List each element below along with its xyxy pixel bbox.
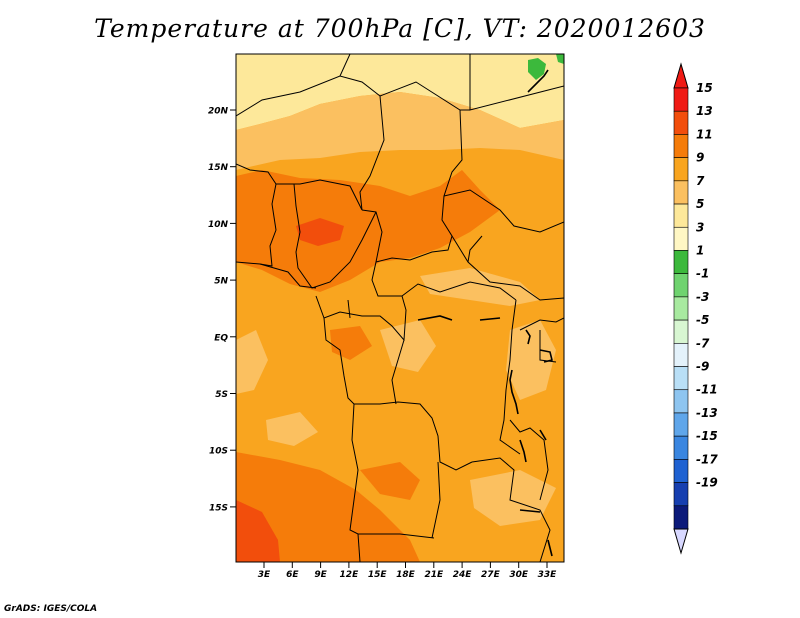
colorbar-segment (673, 412, 689, 437)
colorbar-label: -13 (696, 406, 718, 420)
lakes (417, 69, 553, 557)
colorbar-label: 13 (696, 104, 713, 118)
colorbar-segment (673, 250, 689, 274)
colorbar-label: -15 (696, 429, 718, 443)
latitude-axis: 20N 15N 10N 5N EQ 5S 10S 15S (208, 107, 236, 513)
colorbar-label: 15 (696, 81, 713, 95)
lat-label: 5N (214, 277, 228, 287)
field-red-orange-nigeria (296, 218, 344, 246)
colorbar-label: -17 (696, 452, 718, 466)
colorbar-segment (673, 505, 689, 530)
lat-label: EQ (214, 333, 228, 343)
lon-label: 24E (453, 570, 473, 580)
lat-label: 15S (209, 503, 228, 513)
lat-label: 10N (208, 220, 229, 230)
colorbar-segment (673, 389, 689, 414)
colorbar-label: 11 (696, 127, 713, 141)
field-light-orange-north (236, 92, 564, 170)
colorbar-label: -9 (696, 360, 709, 374)
field-light-orange-patch-3 (506, 320, 556, 400)
grads-credit: GrADS: IGES/COLA (4, 604, 98, 614)
colorbar-label: 1 (696, 243, 704, 257)
lon-label: 18E (396, 570, 416, 580)
colorbar-segment (673, 366, 689, 391)
colorbar-segment (673, 459, 689, 483)
field-light-orange-patch-5 (266, 412, 318, 446)
field-green-spot-2 (556, 54, 564, 64)
field-red-orange-southwest (236, 500, 280, 562)
lat-label: 15N (208, 163, 229, 173)
colorbar-segment (673, 273, 689, 298)
colorbar-label: -19 (696, 476, 718, 490)
colorbar-label: 9 (696, 151, 704, 165)
colorbar-label: 7 (696, 174, 705, 188)
colorbar-segment (673, 110, 689, 135)
colorbar-segment (673, 226, 689, 251)
field-light-orange-patch-4 (236, 330, 268, 394)
colorbar-label: -11 (696, 383, 718, 397)
colorbar-label: 3 (696, 220, 704, 234)
lon-label: 21E (424, 570, 444, 580)
page-title: Temperature at 700hPa [C], VT: 202001260… (94, 14, 706, 43)
lat-label: 20N (208, 107, 229, 117)
lon-label: 30E (509, 570, 529, 580)
lon-label: 12E (340, 570, 360, 580)
colorbar-segment (673, 157, 689, 182)
field-dark-orange-angola (360, 462, 420, 500)
lon-label: 33E (538, 570, 558, 580)
colorbar-segment (673, 180, 689, 205)
lat-label: 10S (209, 447, 228, 457)
colorbar-segment (673, 319, 689, 344)
colorbar-segment (673, 482, 689, 507)
field-light-orange-patch-2 (380, 320, 436, 372)
colorbar-label: -5 (696, 313, 709, 327)
colorbar-label: -7 (696, 336, 710, 350)
colorbar-segment (673, 203, 689, 228)
longitude-axis: 3E 6E 9E 12E 15E 18E 21E 24E 27E 30E 33E (258, 562, 557, 580)
colorbar-segment (673, 296, 689, 321)
map-frame (235, 53, 565, 563)
field-green-spot (528, 58, 546, 80)
colorbar-segment (673, 134, 689, 158)
colorbar-bottom-arrow (673, 528, 689, 555)
lon-label: 15E (368, 570, 388, 580)
colorbar-top-arrow (673, 62, 689, 89)
country-borders (236, 54, 564, 562)
colorbar-label: -3 (696, 290, 709, 304)
lon-label: 3E (258, 570, 271, 580)
colorbar: 15 13 11 9 7 5 3 1 -1 -3 -5 -7 -9 -11 -13 -15 -17 -19 (673, 62, 718, 555)
colorbar-segment (673, 435, 689, 460)
lon-label: 27E (481, 570, 501, 580)
field-light-orange-patch-1 (420, 268, 540, 306)
lat-label: 5S (215, 390, 228, 400)
lon-label: 9E (314, 570, 327, 580)
temperature-field (236, 54, 564, 562)
colorbar-segment (673, 343, 689, 367)
colorbar-segment (673, 87, 689, 112)
colorbar-label: 5 (696, 197, 704, 211)
field-dark-orange-sahel (236, 170, 500, 292)
lon-label: 6E (286, 570, 299, 580)
colorbar-label: -1 (696, 267, 709, 281)
